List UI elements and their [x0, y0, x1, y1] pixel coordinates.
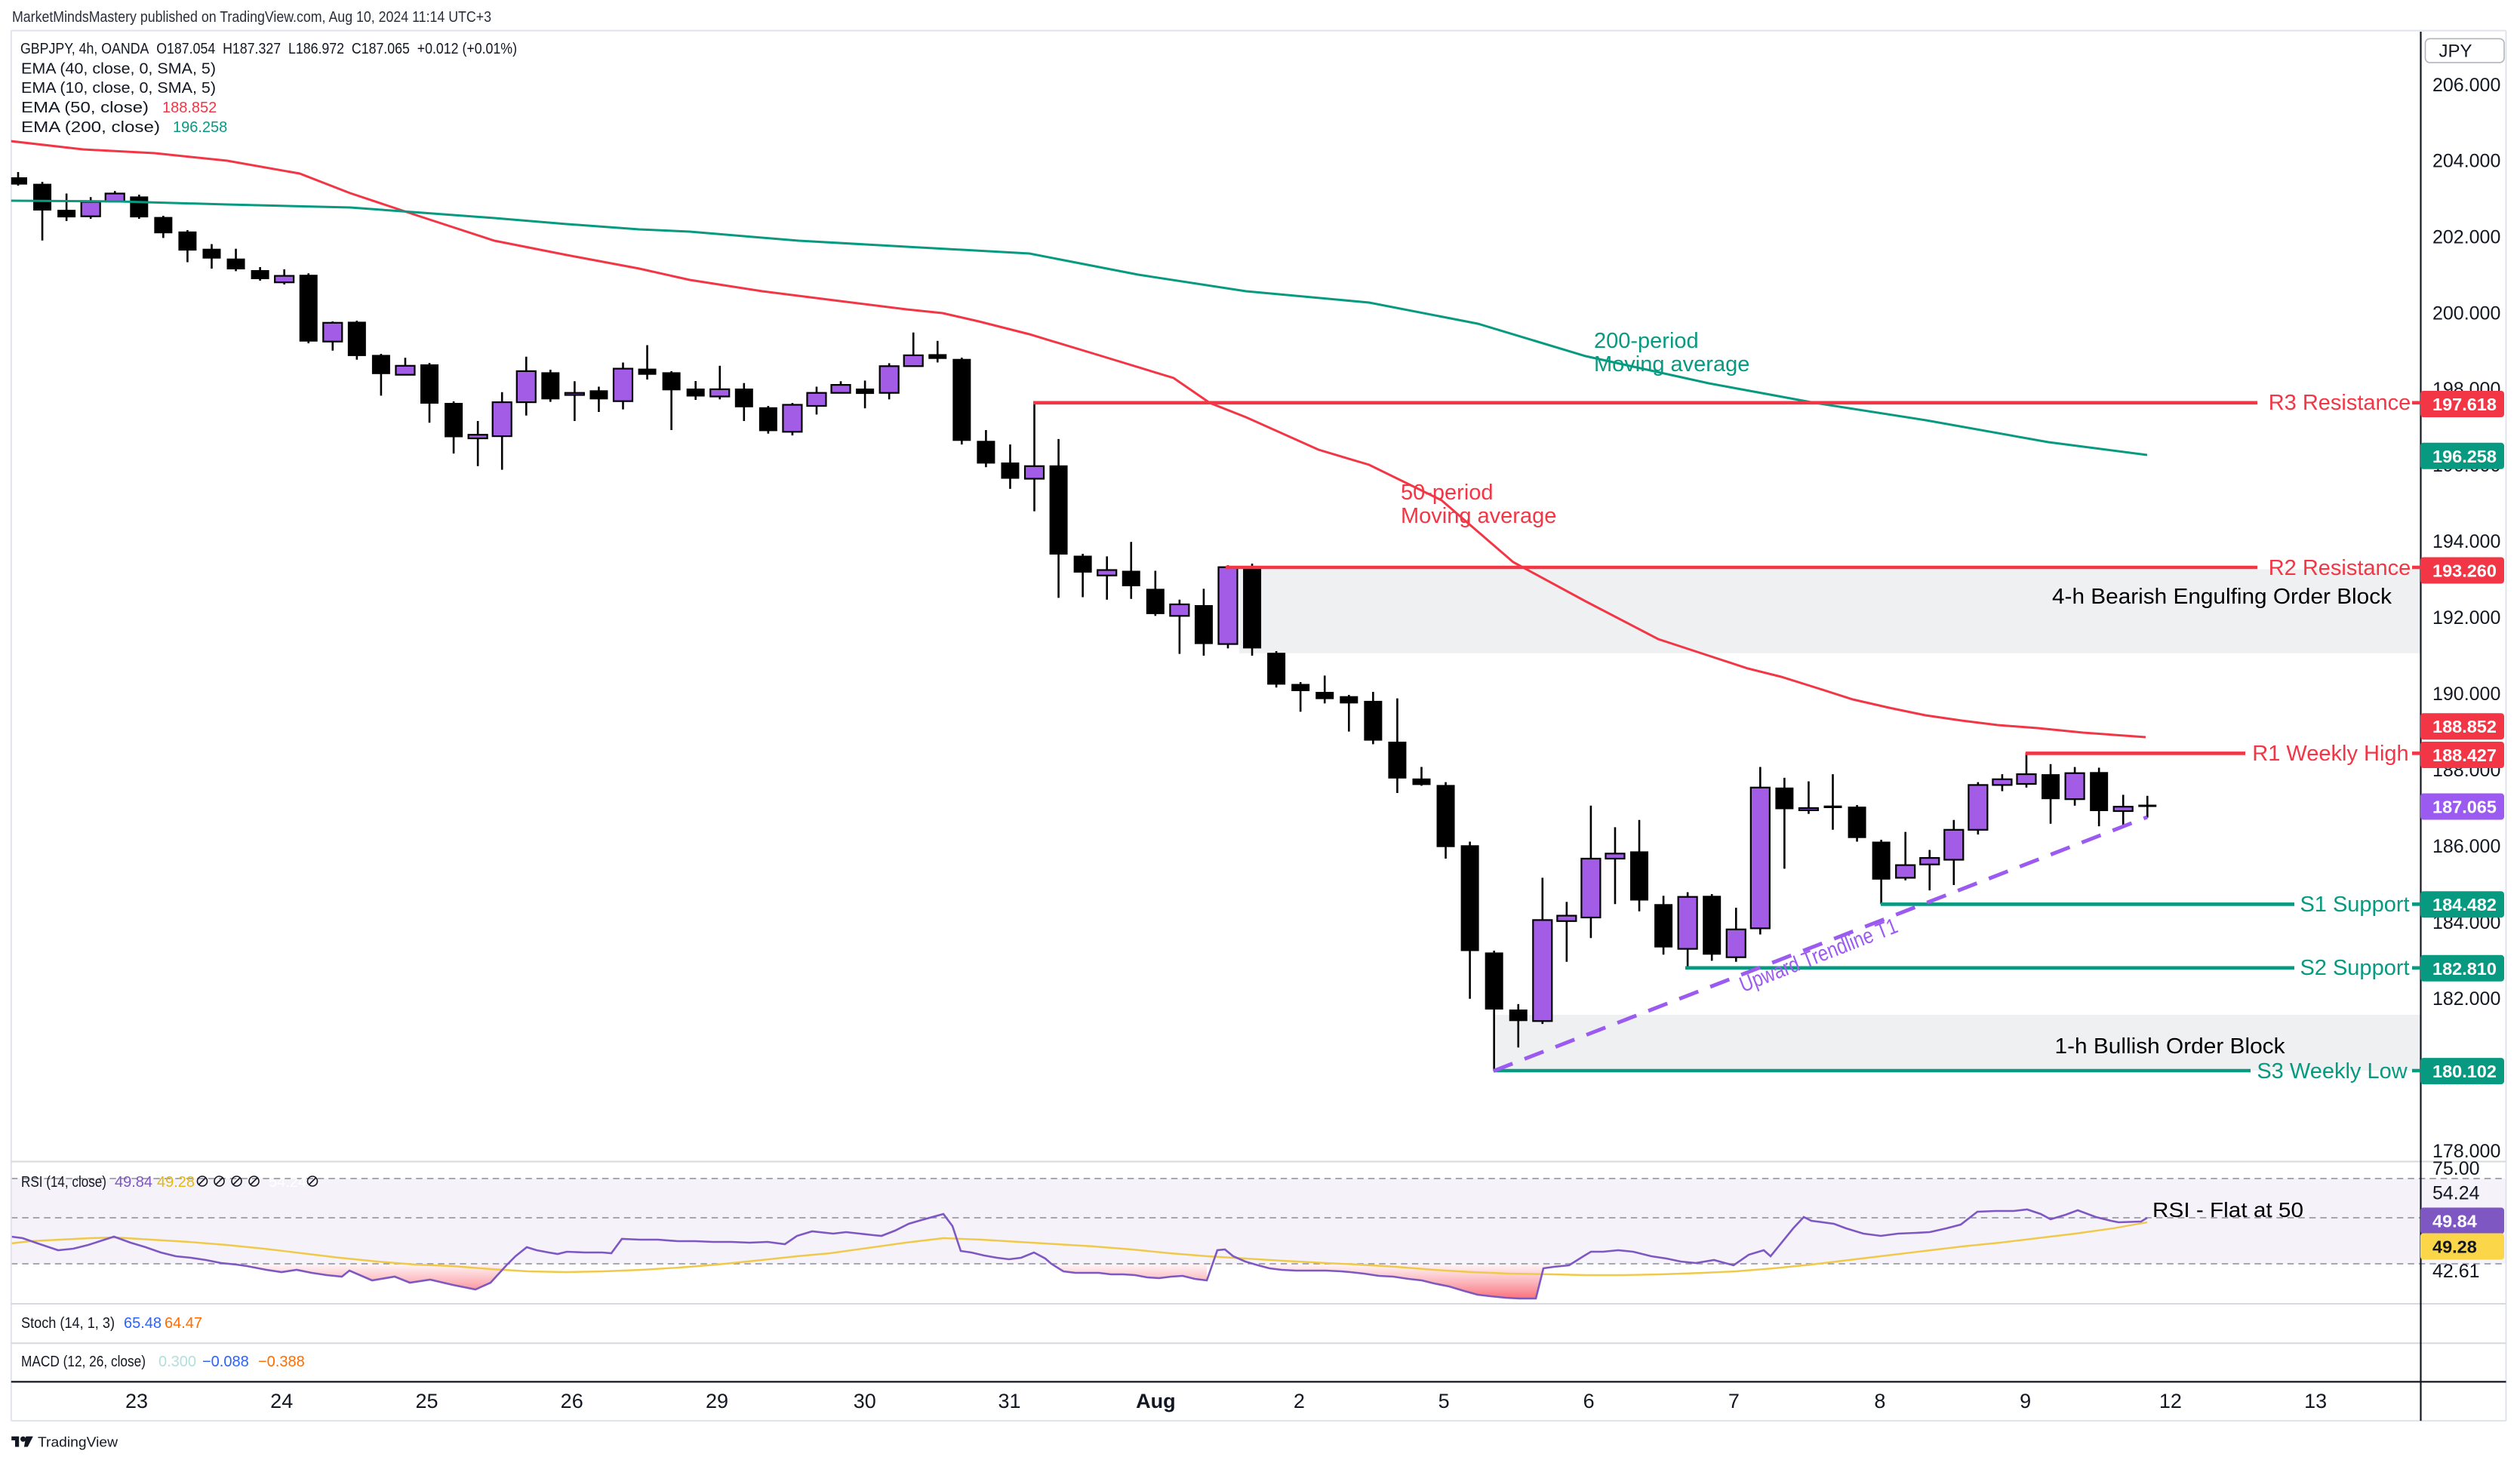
- svg-text:196.258: 196.258: [173, 119, 227, 136]
- svg-text:200-period: 200-period: [1594, 329, 1699, 353]
- svg-text:180.102: 180.102: [2432, 1062, 2497, 1081]
- svg-text:R2 Resistance: R2 Resistance: [2269, 556, 2411, 580]
- svg-text:188.427: 188.427: [2432, 745, 2497, 765]
- svg-text:26: 26: [561, 1390, 583, 1412]
- svg-text:188.852: 188.852: [2432, 717, 2497, 736]
- svg-text:6: 6: [1583, 1390, 1595, 1412]
- svg-text:49.84: 49.84: [2432, 1212, 2477, 1231]
- svg-text:194.000: 194.000: [2432, 531, 2500, 552]
- svg-text:1-h Bullish Order Block: 1-h Bullish Order Block: [2055, 1034, 2286, 1059]
- svg-text:8: 8: [1874, 1390, 1885, 1412]
- svg-text:EMA (40, close, 0, SMA, 5): EMA (40, close, 0, SMA, 5): [21, 61, 216, 78]
- svg-text:182.000: 182.000: [2432, 988, 2500, 1010]
- svg-text:192.000: 192.000: [2432, 607, 2500, 629]
- svg-text:182.810: 182.810: [2432, 959, 2497, 979]
- svg-text:0.300: 0.300: [158, 1354, 196, 1370]
- svg-text:24: 24: [270, 1390, 293, 1412]
- svg-text:42.61: 42.61: [2432, 1261, 2480, 1282]
- svg-text:188.852: 188.852: [162, 100, 217, 116]
- svg-text:2: 2: [1294, 1390, 1305, 1412]
- svg-text:MACD (12, 26, close): MACD (12, 26, close): [21, 1354, 146, 1370]
- svg-text:JPY: JPY: [2439, 41, 2472, 62]
- svg-text:Moving average: Moving average: [1594, 352, 1749, 376]
- svg-text:RSI - Flat at 50: RSI - Flat at 50: [2152, 1198, 2303, 1222]
- svg-text:EMA (10, close, 0, SMA, 5): EMA (10, close, 0, SMA, 5): [21, 80, 216, 97]
- svg-text:206.000: 206.000: [2432, 75, 2500, 96]
- svg-text:S1 Support: S1 Support: [2300, 893, 2409, 917]
- svg-text:EMA (50, close): EMA (50, close): [21, 100, 149, 116]
- svg-text:178.000: 178.000: [2432, 1141, 2500, 1162]
- svg-text:184.482: 184.482: [2432, 895, 2497, 914]
- svg-text:Aug: Aug: [1136, 1390, 1175, 1412]
- svg-text:200.000: 200.000: [2432, 303, 2500, 324]
- svg-text:29: 29: [706, 1390, 728, 1412]
- svg-text:75.00: 75.00: [2432, 1158, 2480, 1179]
- svg-text:R3 Resistance: R3 Resistance: [2269, 391, 2411, 415]
- svg-text:193.260: 193.260: [2432, 561, 2497, 581]
- svg-text:49.28: 49.28: [2432, 1237, 2477, 1257]
- svg-text:7: 7: [1728, 1390, 1740, 1412]
- svg-text:65.48: 65.48: [124, 1315, 162, 1332]
- svg-text:GBPJPY, 4h, OANDA O187.054 H: GBPJPY, 4h, OANDA O187.054 H187.327 L186…: [20, 41, 517, 57]
- svg-text:−0.388: −0.388: [258, 1354, 305, 1370]
- svg-text:54.24: 54.24: [269, 1174, 306, 1191]
- svg-text:R1 Weekly High: R1 Weekly High: [2252, 742, 2408, 766]
- svg-text:12: 12: [2159, 1390, 2182, 1412]
- svg-text:Stoch (14, 1, 3): Stoch (14, 1, 3): [21, 1315, 115, 1332]
- svg-text:RSI (14, close): RSI (14, close): [21, 1174, 106, 1191]
- svg-text:30: 30: [854, 1390, 876, 1412]
- svg-text:MarketMindsMastery published o: MarketMindsMastery published on TradingV…: [12, 9, 491, 26]
- svg-text:TradingView: TradingView: [38, 1435, 118, 1450]
- svg-text:4-h Bearish Engulfing Order Bl: 4-h Bearish Engulfing Order Block: [2052, 585, 2392, 609]
- svg-text:190.000: 190.000: [2432, 684, 2500, 705]
- svg-text:13: 13: [2304, 1390, 2327, 1412]
- svg-text:202.000: 202.000: [2432, 226, 2500, 247]
- svg-text:−0.088: −0.088: [202, 1354, 249, 1370]
- svg-text:186.000: 186.000: [2432, 836, 2500, 857]
- svg-text:197.618: 197.618: [2432, 395, 2497, 414]
- svg-text:64.47: 64.47: [165, 1315, 202, 1332]
- svg-text:204.000: 204.000: [2432, 150, 2500, 171]
- svg-text:31: 31: [998, 1390, 1020, 1412]
- svg-text:S3 Weekly Low: S3 Weekly Low: [2257, 1059, 2408, 1083]
- svg-text:49.28: 49.28: [157, 1174, 195, 1191]
- svg-text:EMA (200, close): EMA (200, close): [21, 119, 160, 136]
- svg-text:54.24: 54.24: [2432, 1183, 2480, 1204]
- svg-text:23: 23: [125, 1390, 148, 1412]
- svg-text:9: 9: [2020, 1390, 2031, 1412]
- svg-text:50-period: 50-period: [1401, 481, 1494, 505]
- svg-text:25: 25: [415, 1390, 438, 1412]
- svg-text:49.84: 49.84: [115, 1174, 152, 1191]
- svg-text:S2 Support: S2 Support: [2300, 956, 2409, 980]
- svg-text:5: 5: [1438, 1390, 1450, 1412]
- svg-text:Moving average: Moving average: [1401, 504, 1556, 528]
- svg-text:196.258: 196.258: [2432, 447, 2497, 466]
- svg-text:187.065: 187.065: [2432, 798, 2497, 817]
